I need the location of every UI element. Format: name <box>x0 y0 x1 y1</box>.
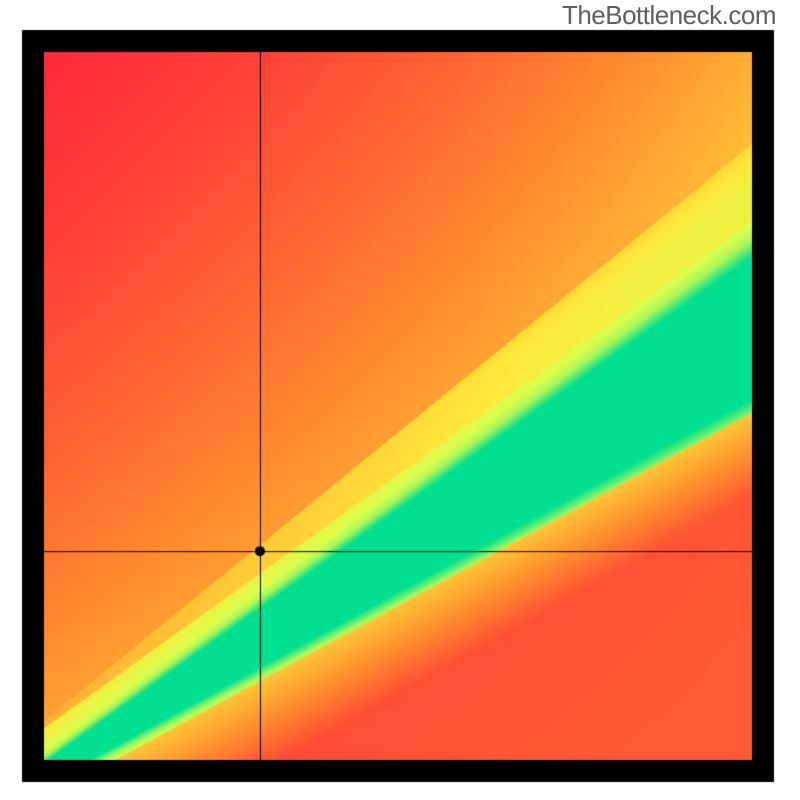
gradient-heatmap-chart <box>0 0 800 800</box>
watermark-text: TheBottleneck.com <box>562 0 776 31</box>
